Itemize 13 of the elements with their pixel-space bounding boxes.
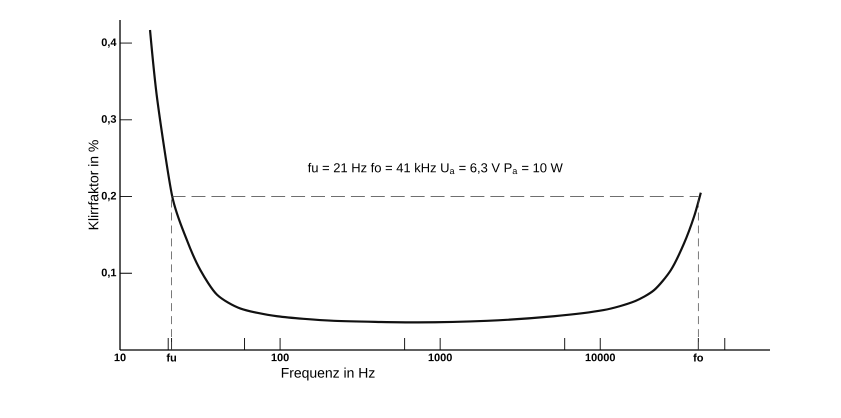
y-tick-label: 0,1 xyxy=(102,268,116,278)
y-tick-label: 0,2 xyxy=(102,192,116,202)
x-tick-label: fu xyxy=(166,354,176,362)
x-tick-label: fo xyxy=(693,354,704,362)
x-tick-label: 1000 xyxy=(428,354,452,362)
x-tick-label: 10000 xyxy=(586,354,615,362)
x-tick-label: 100 xyxy=(272,354,289,362)
y-axis-title: Klirrfaktor in % xyxy=(88,140,98,230)
x-axis-title: Frequenz in Hz xyxy=(282,368,375,381)
x-tick-label: 10 xyxy=(114,354,126,362)
y-tick-label: 0,4 xyxy=(102,38,116,48)
y-tick-label: 0,3 xyxy=(102,115,116,124)
annotation: fu = 21 Hz fo = 41 kHz U$_{a}$ = 6,3 V P$_{a}$ = 10 W xyxy=(308,162,563,174)
